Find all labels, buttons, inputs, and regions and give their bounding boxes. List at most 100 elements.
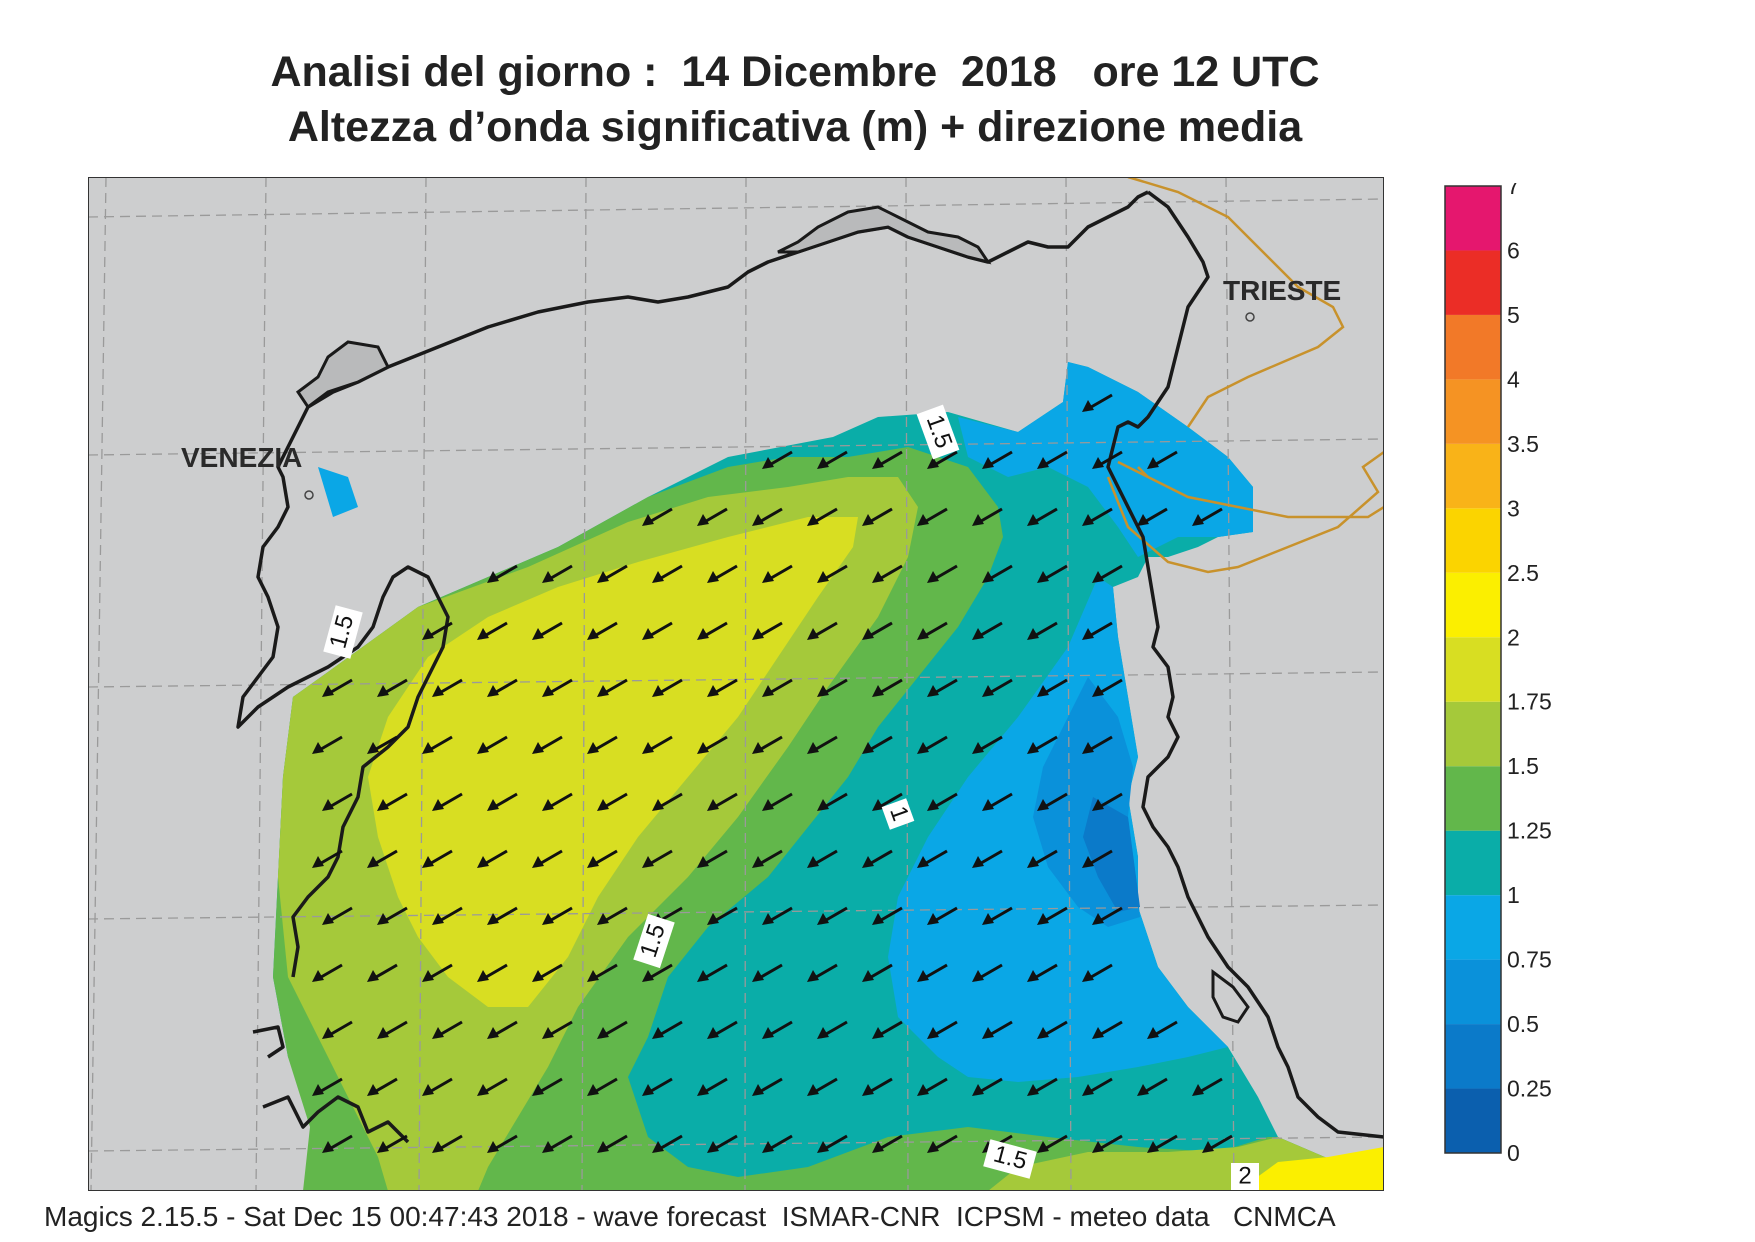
wave-direction-arrow <box>807 849 838 868</box>
wave-direction-arrow <box>1037 1020 1068 1039</box>
wave-direction-arrow <box>1027 849 1058 868</box>
wave-direction-arrow <box>817 906 848 925</box>
wave-direction-arrow <box>707 792 738 811</box>
wave-direction-arrow <box>597 678 628 697</box>
wave-direction-arrow <box>422 849 453 868</box>
wave-direction-arrow <box>762 1134 793 1153</box>
wave-direction-arrow <box>927 450 958 469</box>
wave-direction-arrow <box>1082 621 1113 640</box>
wave-direction-arrow <box>1037 678 1068 697</box>
north-coast-land <box>777 205 992 265</box>
wave-direction-arrow <box>1147 1134 1178 1153</box>
contour-label-5: 1.5 <box>983 1139 1037 1179</box>
wave-direction-arrow <box>872 564 903 583</box>
wave-direction-arrow <box>477 621 508 640</box>
wave-direction-arrow <box>807 507 838 526</box>
coastline <box>236 190 1384 1144</box>
wave-direction-arrow <box>1027 507 1058 526</box>
wave-direction-arrow <box>817 678 848 697</box>
wave-direction-arrow <box>1137 507 1168 526</box>
wave-direction-arrow <box>487 906 518 925</box>
wave-direction-arrow <box>807 963 838 982</box>
wave-direction-arrow <box>432 906 463 925</box>
wave-direction-arrow <box>1037 1134 1068 1153</box>
wave-direction-arrow <box>642 735 673 754</box>
colorbar-swatch <box>1445 637 1501 702</box>
wave-direction-arrow <box>587 849 618 868</box>
wave-direction-arrow <box>817 1020 848 1039</box>
wave-direction-arrow <box>1082 963 1113 982</box>
wave-direction-arrow <box>322 678 353 697</box>
map-title-line-1: Analisi del giorno : 14 Dicembre 2018 or… <box>270 48 1320 96</box>
wave-direction-arrow <box>587 621 618 640</box>
wave-direction-arrow <box>1092 1134 1123 1153</box>
wave-direction-arrow <box>377 678 408 697</box>
wave-direction-arrow <box>597 792 628 811</box>
wave-direction-arrow <box>752 735 783 754</box>
wave-direction-arrow <box>1037 906 1068 925</box>
wave-direction-arrow <box>597 1020 628 1039</box>
wave-direction-arrow <box>542 1020 573 1039</box>
wave-direction-arrow <box>652 792 683 811</box>
colorbar-swatch <box>1445 443 1501 509</box>
wave-direction-arrow <box>817 1134 848 1153</box>
wave-direction-arrow <box>707 564 738 583</box>
wave-direction-arrow <box>322 1020 353 1039</box>
colorbar-label: 1.75 <box>1507 689 1552 715</box>
wave-direction-arrow <box>817 564 848 583</box>
contour-label-4: 1 <box>881 798 915 830</box>
wave-direction-arrow <box>872 1134 903 1153</box>
wave-direction-arrow <box>587 735 618 754</box>
wave-direction-arrow <box>927 792 958 811</box>
wave-direction-arrow <box>752 621 783 640</box>
wave-direction-arrow <box>432 678 463 697</box>
wave-direction-arrow <box>697 963 728 982</box>
wave-direction-arrow <box>422 963 453 982</box>
wave-direction-arrow <box>367 1077 398 1096</box>
wave-direction-arrow <box>1202 1134 1233 1153</box>
wave-direction-arrow <box>322 1134 353 1153</box>
wave-direction-arrow <box>322 792 353 811</box>
wave-direction-arrow <box>642 963 673 982</box>
wave-direction-arrow <box>312 735 343 754</box>
wave-direction-arrow <box>817 450 848 469</box>
wave-direction-arrow <box>807 621 838 640</box>
colorbar-label: 0 <box>1507 1140 1520 1163</box>
venezia-marker <box>304 490 314 500</box>
wave-direction-arrow <box>1037 564 1068 583</box>
wave-direction-arrow <box>532 1077 563 1096</box>
wave-direction-arrow <box>707 906 738 925</box>
wave-direction-arrow <box>807 735 838 754</box>
colorbar-frame <box>1444 185 1502 1154</box>
wave-direction-arrow <box>872 1020 903 1039</box>
wave-direction-arrow <box>917 963 948 982</box>
wave-direction-arrow <box>762 450 793 469</box>
wave-direction-arrow <box>1082 1077 1113 1096</box>
wave-direction-arrow <box>972 963 1003 982</box>
wave-direction-arrow <box>917 1077 948 1096</box>
wave-direction-arrow <box>1192 1077 1223 1096</box>
wave-zone-2-2.5 <box>1238 1147 1384 1191</box>
wave-direction-arrow <box>597 1134 628 1153</box>
wave-direction-arrows <box>312 393 1233 1153</box>
wave-direction-arrow <box>862 735 893 754</box>
wave-direction-arrow <box>422 621 453 640</box>
wave-direction-arrow <box>312 1077 343 1096</box>
contour-label-6: 2 <box>1231 1162 1259 1191</box>
wave-direction-arrow <box>642 507 673 526</box>
wave-direction-arrow <box>367 735 398 754</box>
wave-direction-arrow <box>752 1077 783 1096</box>
wave-direction-arrow <box>927 1020 958 1039</box>
wave-direction-arrow <box>697 849 728 868</box>
map-title-line-2: Altezza d’onda significativa (m) + direz… <box>287 103 1303 151</box>
colorbar-swatch <box>1445 701 1501 767</box>
wave-direction-arrow <box>542 678 573 697</box>
colorbar-swatch <box>1445 379 1501 444</box>
colorbar-label: 2 <box>1507 624 1520 650</box>
wave-direction-arrow <box>982 792 1013 811</box>
wave-direction-arrow <box>762 792 793 811</box>
colorbar-swatch <box>1445 959 1501 1025</box>
wave-direction-arrow <box>587 963 618 982</box>
wave-direction-arrow <box>762 564 793 583</box>
contour-label-text: 2 <box>1238 1162 1251 1189</box>
